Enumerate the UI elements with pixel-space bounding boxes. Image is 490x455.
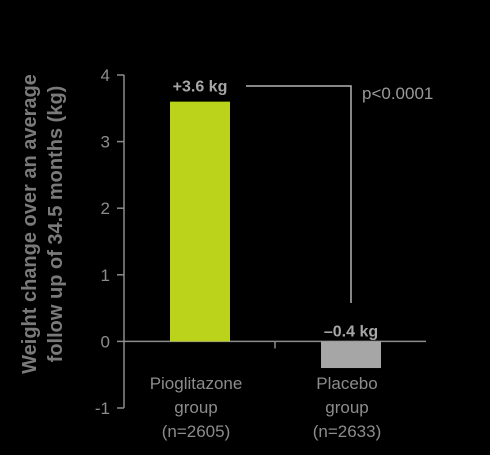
category-label: (n=2605) (162, 422, 231, 441)
p-value-label: p<0.0001 (362, 84, 433, 103)
y-axis-label: Weight change over an average follow up … (19, 74, 67, 374)
category-label: Pioglitazone (150, 374, 243, 393)
category-label: group (174, 398, 217, 417)
y-tick-label: 1 (101, 266, 110, 285)
category-labels: Pioglitazone group (n=2605) Placebo group (n=… (150, 374, 382, 441)
bars (170, 101, 381, 369)
category-label: (n=2633) (313, 422, 382, 441)
data-label: –0.4 kg (324, 323, 378, 340)
data-labels: +3.6 kg –0.4 kg (173, 79, 378, 341)
y-ticks: -1 0 1 2 3 4 (95, 66, 124, 418)
y-tick-label: 4 (101, 66, 110, 85)
data-label: +3.6 kg (173, 79, 228, 96)
y-tick-label: 3 (101, 133, 110, 152)
category-label: group (325, 398, 368, 417)
y-axis-label-line-1: Weight change over an average (19, 74, 41, 374)
y-tick-label: 0 (101, 332, 110, 351)
bar (170, 101, 230, 342)
category-label: Placebo (316, 374, 377, 393)
y-tick-label: 2 (101, 199, 110, 218)
y-axis-label-line-2: follow up of 34.5 months (kg) (45, 86, 67, 363)
significance-bracket: p<0.0001 (246, 84, 433, 303)
significance-bracket-line (246, 85, 352, 303)
bar (321, 341, 381, 369)
y-tick-label: -1 (95, 399, 110, 418)
